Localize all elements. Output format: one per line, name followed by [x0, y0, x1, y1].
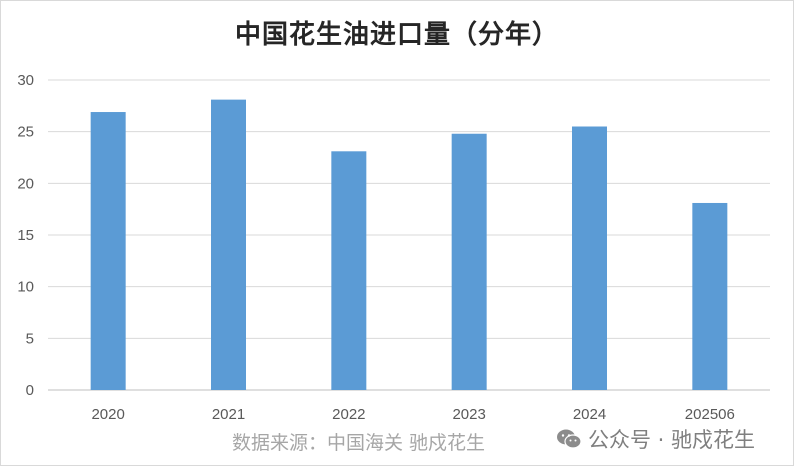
x-tick-label: 2021: [212, 406, 245, 423]
y-tick-label: 10: [17, 279, 34, 296]
bar-202506: [692, 202, 728, 390]
bar-2023: [451, 133, 487, 390]
x-tick-label: 2023: [452, 406, 485, 423]
x-tick-label: 2022: [332, 406, 365, 423]
chart-title: 中国花生油进口量（分年）: [234, 20, 559, 50]
wechat-icon: [557, 429, 582, 449]
bar-2022: [331, 151, 367, 390]
y-tick-label: 30: [17, 72, 34, 89]
gridlines: [48, 79, 770, 391]
data-source-note: 数据来源：中国海关 驰戍花生: [232, 432, 486, 454]
x-axis-ticks: 2020 2021 2022 2023 2024 202506: [91, 406, 734, 423]
y-tick-label: 25: [17, 124, 34, 141]
x-tick-label: 202506: [685, 406, 735, 423]
y-tick-label: 20: [17, 175, 34, 192]
y-tick-label: 5: [26, 330, 34, 347]
bar-2020: [90, 112, 126, 391]
bar-2024: [572, 126, 607, 390]
watermark-text: 公众号 · 驰戍花生: [588, 428, 756, 452]
bars: [90, 99, 728, 391]
y-axis-ticks: 0 5 10 15 20 25 30: [17, 72, 34, 399]
x-tick-label: 2020: [91, 406, 124, 423]
y-tick-label: 0: [26, 382, 34, 399]
wechat-watermark: 公众号 · 驰戍花生: [556, 424, 755, 454]
bar-2021: [211, 99, 246, 390]
x-tick-label: 2024: [573, 406, 606, 423]
y-tick-label: 15: [17, 227, 34, 244]
